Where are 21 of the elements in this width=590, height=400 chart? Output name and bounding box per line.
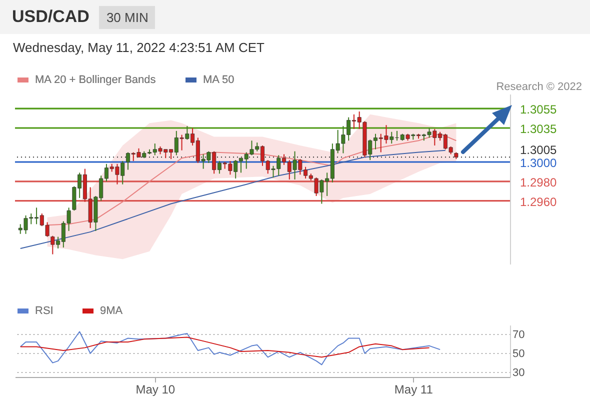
x-tick-label: May 10 (136, 382, 176, 396)
legend-label: MA 50 (203, 74, 234, 86)
y-tick-label: 30 (512, 366, 525, 379)
chart-subtitle: Wednesday, May 11, 2022 4:23:51 AM CET (12, 39, 266, 57)
ref-line-label: 1.3055 (520, 102, 558, 117)
legend-label: 9MA (100, 305, 124, 317)
ref-line-label: 1.2980 (520, 175, 558, 190)
y-tick-label: 70 (512, 328, 525, 341)
ref-line-label: 1.3000 (520, 156, 558, 170)
chart-title: USD/CAD (12, 7, 90, 27)
text: Research © 2022 (496, 81, 582, 93)
ref-line-label: 1.3035 (520, 122, 558, 136)
ref-line-label: 1.2960 (520, 194, 558, 209)
y-tick-label: 50 (512, 348, 525, 360)
line-series (20, 331, 441, 366)
line-series (20, 336, 430, 358)
legend-label: MA 20 + Bollinger Bands (35, 74, 156, 86)
ref-line-label: 1.3005 (520, 143, 558, 158)
legend-label: RSI (35, 305, 54, 317)
text: 30 MIN (99, 6, 156, 28)
x-tick-label: May 11 (394, 382, 434, 396)
